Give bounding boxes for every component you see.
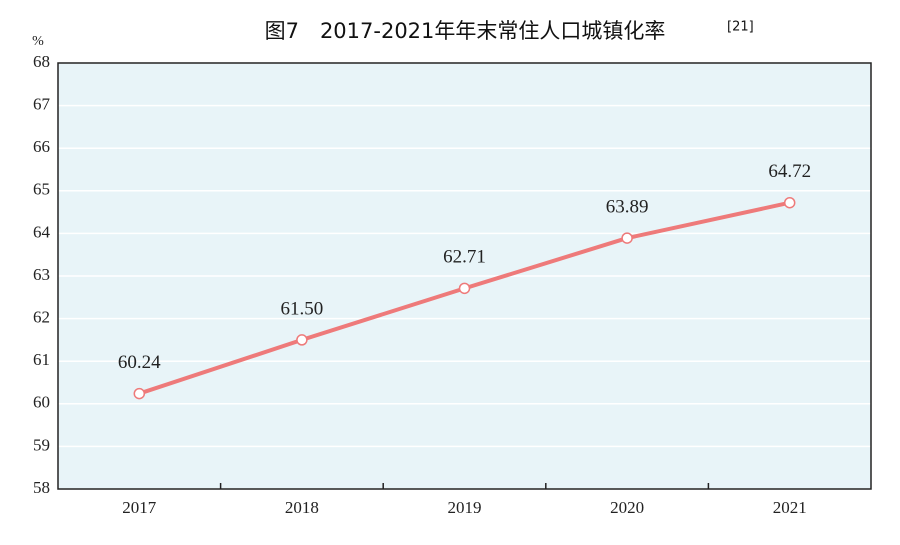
value-label: 63.89 [606,196,649,217]
point [458,282,471,295]
y-tick-label: 61 [33,350,50,369]
title-superscript: [21] [727,20,754,35]
y-unit: % [32,34,44,49]
point [296,334,308,346]
y-tick-label: 65 [33,180,50,199]
point [621,232,633,244]
y-tick-label: 59 [33,435,50,454]
chart-title: 图7 2017-2021年年末常住人口城镇化率 [265,19,666,43]
y-tick-label: 60 [33,393,50,412]
y-tick-label: 68 [33,52,50,71]
point [783,196,796,209]
y-tick-label: 62 [33,308,50,327]
value-label: 60.24 [118,352,161,373]
value-label: 61.50 [281,298,324,319]
x-tick-label: 2021 [773,498,807,517]
point [133,387,146,400]
y-tick-label: 67 [33,95,51,114]
x-tick-label: 2017 [122,498,157,517]
plot-frame [57,62,872,490]
y-tick-label: 63 [33,265,50,284]
y-tick-label: 64 [33,222,51,241]
value-label: 64.72 [768,161,811,182]
value-label: 62.71 [443,247,486,268]
x-tick-label: 2020 [610,498,644,517]
y-tick-label: 58 [33,478,50,497]
y-tick-label: 66 [33,137,50,156]
x-tick-label: 2018 [285,498,319,517]
x-tick-label: 2019 [448,498,482,517]
